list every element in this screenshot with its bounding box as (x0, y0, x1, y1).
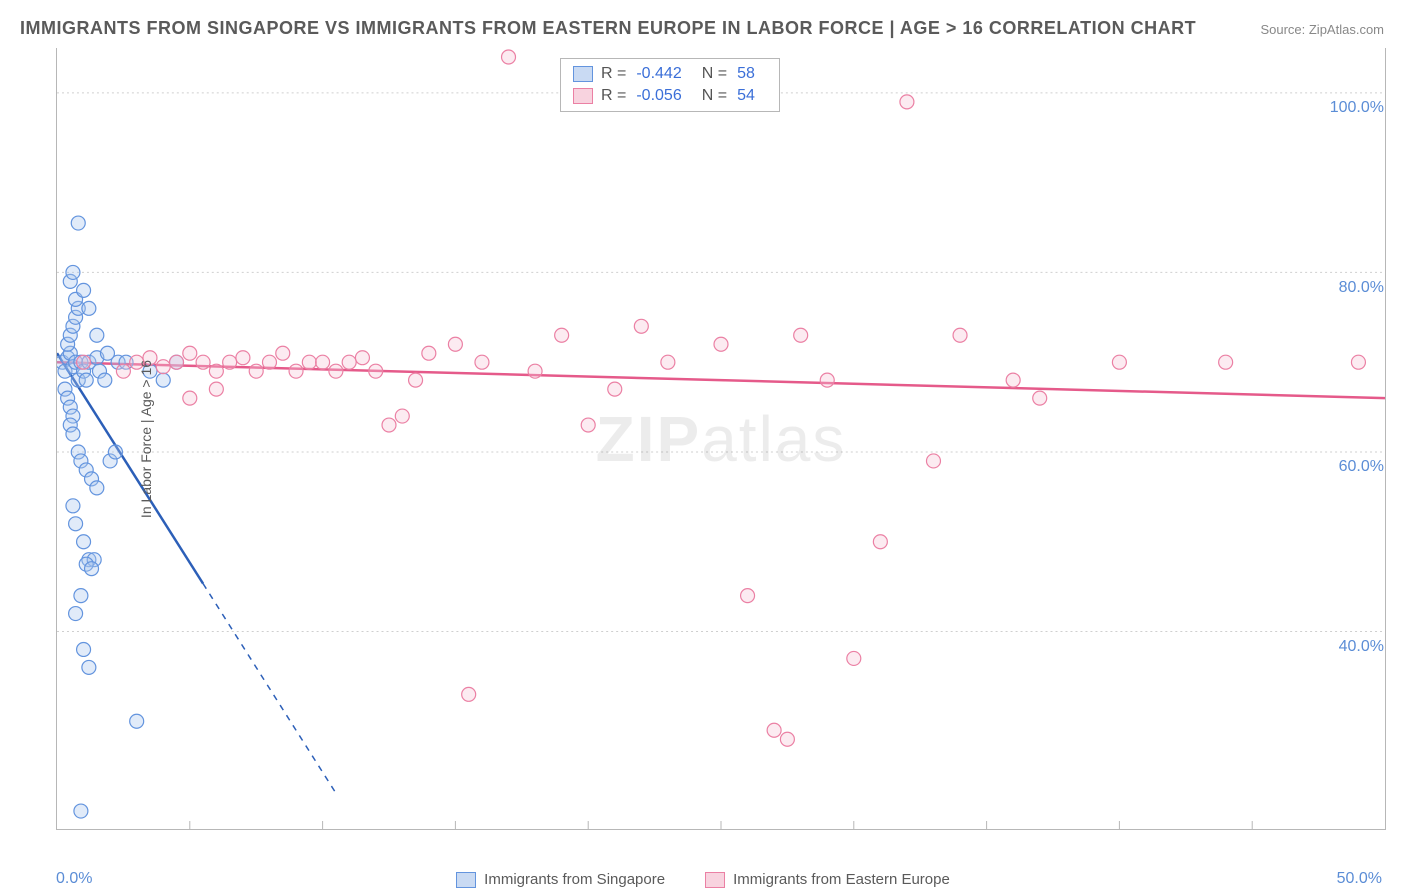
swatch-pink-icon (705, 872, 725, 888)
stat-n-value: 54 (737, 87, 755, 105)
stats-row-singapore: R = -0.442 N = 58 (573, 63, 767, 85)
stat-n-value: 58 (737, 65, 755, 83)
stat-label: R = (601, 65, 626, 83)
stat-r-value: -0.056 (636, 87, 681, 105)
y-axis-tick-label: 80.0% (1339, 279, 1384, 297)
chart-svg (57, 48, 1385, 829)
stat-label: N = (702, 87, 727, 105)
swatch-blue-icon (573, 66, 593, 82)
source-attribution: Source: ZipAtlas.com (1260, 22, 1384, 37)
legend-label: Immigrants from Singapore (484, 871, 665, 888)
legend-label: Immigrants from Eastern Europe (733, 871, 950, 888)
y-axis-label: In Labor Force | Age > 16 (138, 359, 154, 517)
legend-item-eastern-europe: Immigrants from Eastern Europe (705, 871, 950, 888)
stat-r-value: -0.442 (636, 65, 681, 83)
swatch-blue-icon (456, 872, 476, 888)
stats-row-eastern-europe: R = -0.056 N = 54 (573, 85, 767, 107)
swatch-pink-icon (573, 88, 593, 104)
y-axis-tick-label: 60.0% (1339, 458, 1384, 476)
legend-bottom: Immigrants from Singapore Immigrants fro… (0, 871, 1406, 888)
stat-label: N = (702, 65, 727, 83)
y-axis-tick-label: 40.0% (1339, 638, 1384, 656)
legend-item-singapore: Immigrants from Singapore (456, 871, 665, 888)
y-axis-tick-label: 100.0% (1330, 99, 1384, 117)
plot-area: ZIPatlas In Labor Force | Age > 16 (56, 48, 1386, 830)
stat-label: R = (601, 87, 626, 105)
chart-title: IMMIGRANTS FROM SINGAPORE VS IMMIGRANTS … (20, 18, 1196, 39)
stats-legend-box: R = -0.442 N = 58 R = -0.056 N = 54 (560, 58, 780, 112)
